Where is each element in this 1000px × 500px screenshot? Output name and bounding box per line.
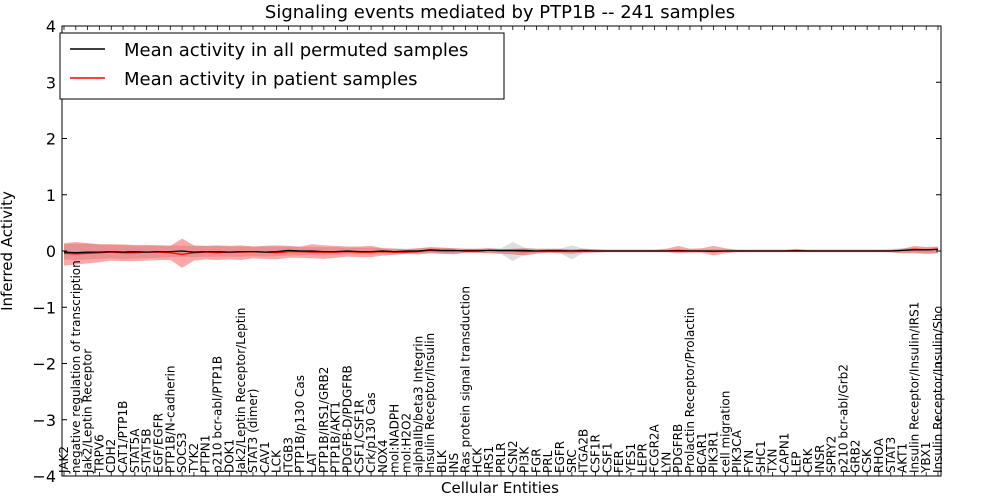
x-tick-label: Insulin Receptor/Insulin/IRS1 bbox=[907, 302, 921, 473]
x-tick-label: PIK3CA bbox=[730, 429, 744, 473]
x-tick-label: Prolactin Receptor/Prolactin bbox=[683, 307, 697, 473]
lines-layer bbox=[63, 248, 939, 256]
line-permuted-mean bbox=[63, 248, 939, 254]
x-tick-label: SPRY2 bbox=[825, 436, 839, 473]
x-tick-label: alphaIIb/beta3 Integrin bbox=[411, 336, 425, 473]
x-tick-label: FCGR2A bbox=[648, 423, 662, 473]
x-tick-label: PTPN1 bbox=[199, 435, 213, 473]
legend-label-permuted: Mean activity in all permuted samples bbox=[124, 40, 468, 61]
x-tick-label: AKT1 bbox=[896, 443, 910, 473]
x-tick-label: CSF1 bbox=[600, 442, 614, 473]
x-tick-label: negative regulation of transcription bbox=[69, 260, 83, 473]
y-tick-label: −2 bbox=[32, 355, 56, 374]
legend: Mean activity in all permuted samples Me… bbox=[59, 32, 505, 100]
x-tick-label: DOK1 bbox=[222, 439, 236, 473]
x-tick-label: CRK bbox=[801, 447, 815, 473]
x-tick-label: mol:NADPH bbox=[388, 404, 402, 473]
x-tick-label: Jak2/Leptin Receptor bbox=[81, 349, 95, 474]
x-tick-label: PIK3R1 bbox=[707, 431, 721, 473]
x-tick-label: YBX1 bbox=[919, 442, 933, 474]
y-tick-label: 2 bbox=[46, 130, 56, 149]
y-tick-label: −4 bbox=[32, 467, 56, 486]
x-tick-label: PRL bbox=[541, 450, 555, 473]
x-tick-label: mol:H2O2 bbox=[400, 413, 414, 473]
y-tick-label: −3 bbox=[32, 411, 56, 430]
x-tick-label: SHC1 bbox=[754, 440, 768, 473]
y-tick-label: 3 bbox=[46, 73, 56, 92]
x-tick-label: LEP bbox=[789, 451, 803, 473]
x-tick-label: NOX4 bbox=[376, 439, 390, 473]
x-tick-label: p210 bcr-abl/Grb2 bbox=[837, 364, 851, 473]
x-tick-label: STAT3 bbox=[884, 437, 898, 473]
x-tick-label: PTP1B/p130 Cas bbox=[293, 375, 307, 473]
x-tick-label: CSF1/CSF1R bbox=[352, 400, 366, 473]
x-tick-label: CAPN1 bbox=[778, 433, 792, 473]
x-tick-label: INSR bbox=[813, 445, 827, 473]
x-axis-label: Cellular Entities bbox=[441, 479, 559, 497]
x-tick-label: LEPR bbox=[636, 443, 650, 473]
x-tick-label: ITGA2B bbox=[577, 429, 591, 473]
plot-frame bbox=[61, 25, 942, 477]
band-patient bbox=[64, 238, 938, 268]
x-tick-label: FYN bbox=[742, 450, 756, 473]
ticks-layer: 4 3 2 1 0 −1 −2 −3 −4 bbox=[32, 17, 941, 486]
x-tick-label: BLK bbox=[435, 449, 449, 473]
x-tick-label: PDGFRB bbox=[671, 424, 685, 473]
x-tick-label: PDGFB-D/PDGFRB bbox=[341, 365, 355, 473]
x-tick-label: TYK2 bbox=[187, 443, 201, 474]
x-tick-label: LCK bbox=[270, 449, 284, 473]
chart-title: Signaling events mediated by PTP1B -- 24… bbox=[265, 2, 735, 23]
x-tick-label: LYN bbox=[659, 452, 673, 473]
x-tick-label: RHOA bbox=[872, 437, 886, 473]
x-tick-label: Insulin Receptor/Insulin/Shc bbox=[931, 307, 945, 473]
legend-box bbox=[59, 32, 505, 100]
x-tick-label: Jak2/Leptin Receptor/Leptin bbox=[234, 308, 248, 474]
x-tick-label: PI3K bbox=[518, 446, 532, 473]
legend-label-patient: Mean activity in patient samples bbox=[124, 69, 418, 90]
x-tick-label: STAT5B bbox=[140, 429, 154, 474]
x-tick-label: IRS1 bbox=[482, 446, 496, 473]
x-tick-label: JAK2 bbox=[57, 446, 71, 474]
x-tick-label: LAT bbox=[305, 451, 319, 473]
y-axis-label: Inferred Activity bbox=[0, 191, 16, 311]
x-tick-label: SOCS3 bbox=[175, 432, 189, 473]
x-tick-label: ITGB3 bbox=[281, 437, 295, 473]
y-tick-label: 1 bbox=[46, 186, 56, 205]
x-tick-label: CSN2 bbox=[506, 440, 520, 473]
x-tick-label: BCAR1 bbox=[695, 432, 709, 473]
x-tick-label: Crk/p130 Cas bbox=[364, 392, 378, 473]
x-tick-label: INS bbox=[447, 453, 461, 473]
x-tick-label: SRC bbox=[565, 449, 579, 473]
x-tick-label: STAT3 (dimer) bbox=[246, 389, 260, 473]
y-tick-label: 4 bbox=[46, 17, 56, 36]
x-tick-label: HCK bbox=[470, 447, 484, 473]
x-tick-label: FGR bbox=[529, 448, 543, 473]
x-tick-label: PTP1B/IRS1/GRB2 bbox=[317, 367, 331, 473]
x-tick-label: EGF/EGFR bbox=[152, 413, 166, 473]
x-tick-label: Ras protein signal transduction bbox=[459, 286, 473, 473]
x-tick-label: GRB2 bbox=[848, 439, 862, 473]
x-tick-label: CSK bbox=[860, 448, 874, 473]
x-tick-label: CSF1R bbox=[589, 434, 603, 473]
x-tick-label: TRPV6 bbox=[92, 434, 106, 474]
x-tick-label: STAT5A bbox=[128, 428, 142, 473]
x-tick-label: CAT1/PTP1B bbox=[116, 401, 130, 473]
x-tick-label: CAV1 bbox=[258, 441, 272, 473]
y-tick-label: −1 bbox=[32, 298, 56, 317]
y-tick-label: 0 bbox=[46, 242, 56, 261]
x-tick-label: cell migration bbox=[718, 391, 732, 473]
x-tick-label: TXN bbox=[766, 448, 780, 474]
x-tick-label: FER bbox=[612, 450, 626, 473]
x-tick-label: p210 bcr-abl/PTP1B bbox=[211, 356, 225, 473]
x-tick-label: PTP1B/N-cadherin bbox=[163, 366, 177, 473]
x-tick-label: Insulin Receptor/Insulin bbox=[423, 333, 437, 473]
x-tick-label: YES1 bbox=[624, 443, 638, 474]
x-tick-label: PTP1B/AKT1 bbox=[329, 401, 343, 473]
x-tick-label: PRLR bbox=[494, 442, 508, 473]
x-tick-label: EGFR bbox=[553, 441, 567, 473]
x-tick-label: CDH2 bbox=[104, 439, 118, 473]
